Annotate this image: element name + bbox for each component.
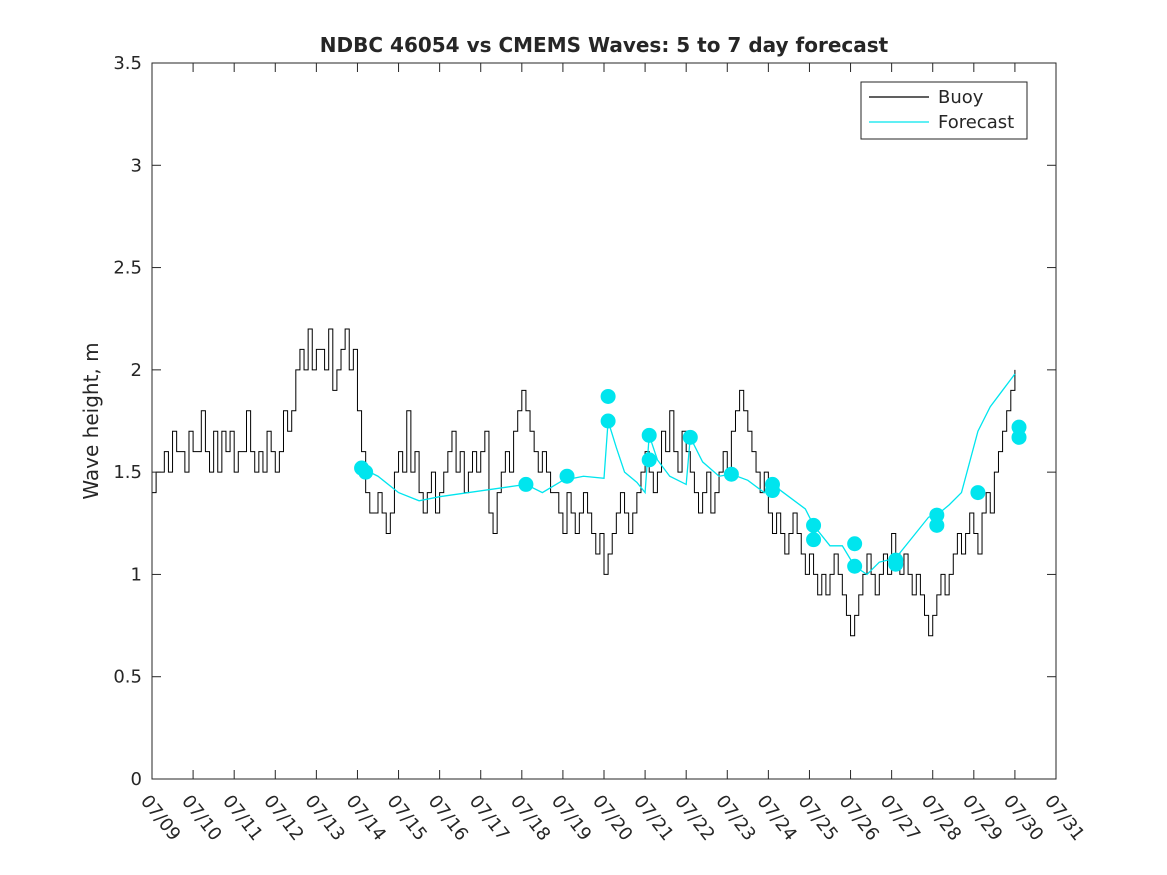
forecast-marker bbox=[970, 485, 986, 501]
y-tick-label: 2 bbox=[131, 360, 142, 381]
legend-label-forecast: Forecast bbox=[938, 112, 1014, 133]
chart-title: NDBC 46054 vs CMEMS Waves: 5 to 7 day fo… bbox=[320, 33, 889, 57]
forecast-marker bbox=[641, 452, 657, 468]
legend: Buoy Forecast bbox=[860, 81, 1028, 140]
forecast-marker bbox=[847, 558, 863, 574]
y-tick-label: 0 bbox=[131, 769, 142, 790]
forecast-marker bbox=[641, 427, 657, 443]
forecast-marker bbox=[559, 468, 575, 484]
forecast-marker bbox=[723, 466, 739, 482]
forecast-marker bbox=[600, 413, 616, 429]
forecast-marker bbox=[600, 388, 616, 404]
forecast-marker bbox=[764, 483, 780, 499]
forecast-marker bbox=[518, 476, 534, 492]
y-tick-label: 3.5 bbox=[113, 53, 142, 74]
forecast-marker bbox=[358, 464, 374, 480]
y-tick-label: 3 bbox=[131, 155, 142, 176]
plot-layer bbox=[152, 328, 1027, 637]
forecast-marker bbox=[1011, 429, 1027, 445]
y-tick-label: 1 bbox=[131, 564, 142, 585]
forecast-marker bbox=[847, 536, 863, 552]
forecast-marker bbox=[888, 556, 904, 572]
y-tick-label: 1.5 bbox=[113, 462, 142, 483]
legend-label-buoy: Buoy bbox=[938, 87, 984, 108]
y-axis-label: Wave height, m bbox=[79, 342, 103, 499]
forecast-marker bbox=[806, 517, 822, 533]
forecast-marker bbox=[929, 517, 945, 533]
buoy-series-line bbox=[152, 328, 1016, 637]
y-tick-label: 2.5 bbox=[113, 258, 142, 279]
legend-box bbox=[860, 81, 1028, 140]
forecast-marker bbox=[806, 532, 822, 548]
forecast-marker bbox=[682, 429, 698, 445]
y-tick-label: 0.5 bbox=[113, 667, 142, 688]
